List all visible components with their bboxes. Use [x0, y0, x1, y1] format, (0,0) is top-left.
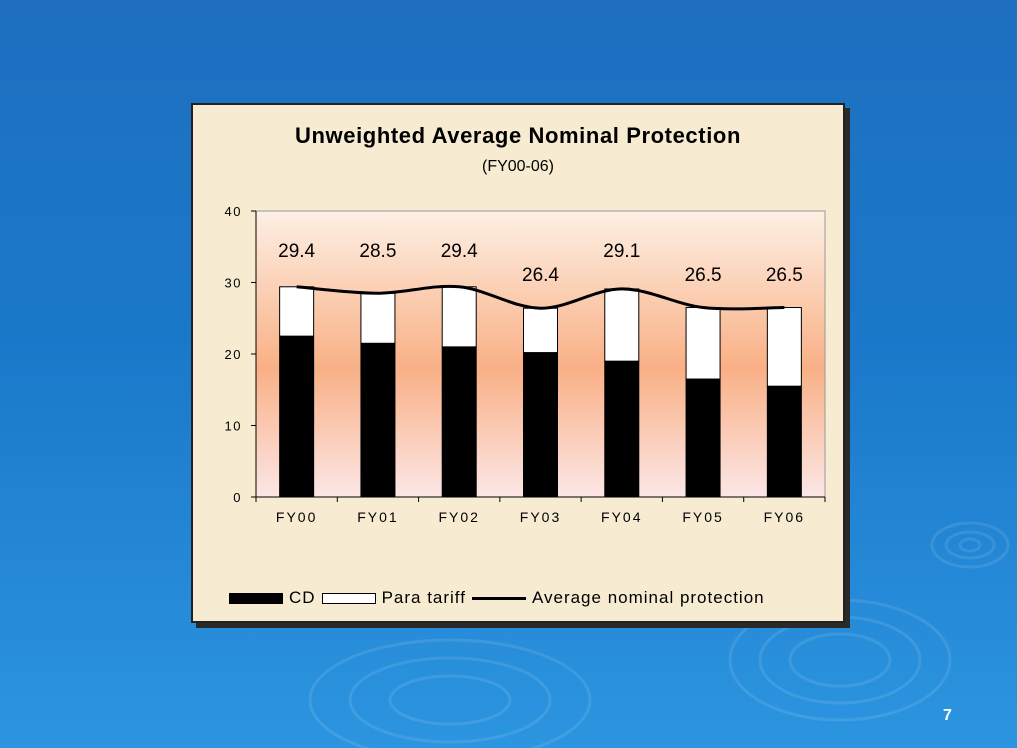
y-tick-label: 0	[233, 490, 242, 505]
bar-cd	[766, 385, 802, 498]
chart-legend: CD Para tariff Average nominal protectio…	[229, 587, 771, 609]
bar-para-tariff	[360, 292, 396, 344]
legend-swatch-average	[471, 596, 526, 600]
chart-panel: Unweighted Average Nominal Protection (F…	[191, 103, 845, 623]
legend-swatch-para-tariff	[321, 592, 376, 604]
x-tick-label: FY02	[438, 509, 479, 525]
data-label: 29.1	[603, 241, 640, 262]
bar-cd	[685, 378, 721, 498]
data-label: 26.4	[522, 265, 559, 286]
bar-para-tariff	[766, 307, 802, 387]
y-tick-label: 40	[225, 204, 242, 219]
slide-number: 7	[943, 707, 952, 724]
data-label: 26.5	[685, 265, 722, 286]
bar-para-tariff	[604, 288, 640, 362]
legend-item-para-tariff: Para tariff	[321, 588, 466, 608]
bar-cd	[360, 342, 396, 498]
x-tick-label: FY05	[682, 509, 723, 525]
legend-swatch-cd	[229, 592, 283, 604]
y-tick-label: 30	[225, 276, 242, 291]
bar-cd	[279, 335, 315, 498]
bar-para-tariff	[441, 286, 477, 348]
x-tick-label: FY03	[520, 509, 561, 525]
y-tick-label: 10	[225, 419, 242, 434]
chart-title: Unweighted Average Nominal Protection	[295, 123, 741, 148]
chart-subtitle: (FY00-06)	[481, 158, 555, 175]
legend-item-average: Average nominal protection	[471, 588, 765, 608]
chart-plot: 0 10 20 30 40 FY00 FY01 FY02 FY03 FY04 FY05 FY06 29.…	[225, 204, 826, 525]
x-tick-label: FY06	[764, 509, 805, 525]
y-tick-label: 20	[225, 347, 242, 362]
data-label: 28.5	[359, 241, 396, 262]
legend-label-average: Average nominal protection	[531, 588, 765, 607]
x-tick-label: FY01	[357, 509, 398, 525]
bar-para-tariff	[523, 307, 558, 354]
bar-cd	[441, 346, 477, 498]
line-average-nominal-protection	[296, 284, 785, 311]
data-label: 26.5	[766, 265, 803, 286]
bar-cd	[523, 352, 558, 498]
bar-cd	[604, 360, 640, 498]
bar-para-tariff	[279, 286, 315, 337]
bar-para-tariff	[685, 307, 721, 380]
data-label: 29.4	[278, 241, 315, 262]
data-label: 29.4	[441, 241, 478, 262]
legend-label-para-tariff: Para tariff	[381, 588, 466, 607]
x-tick-label: FY00	[276, 509, 317, 525]
legend-item-cd: CD	[229, 588, 316, 608]
x-tick-label: FY04	[601, 509, 642, 525]
legend-label-cd: CD	[289, 588, 316, 607]
